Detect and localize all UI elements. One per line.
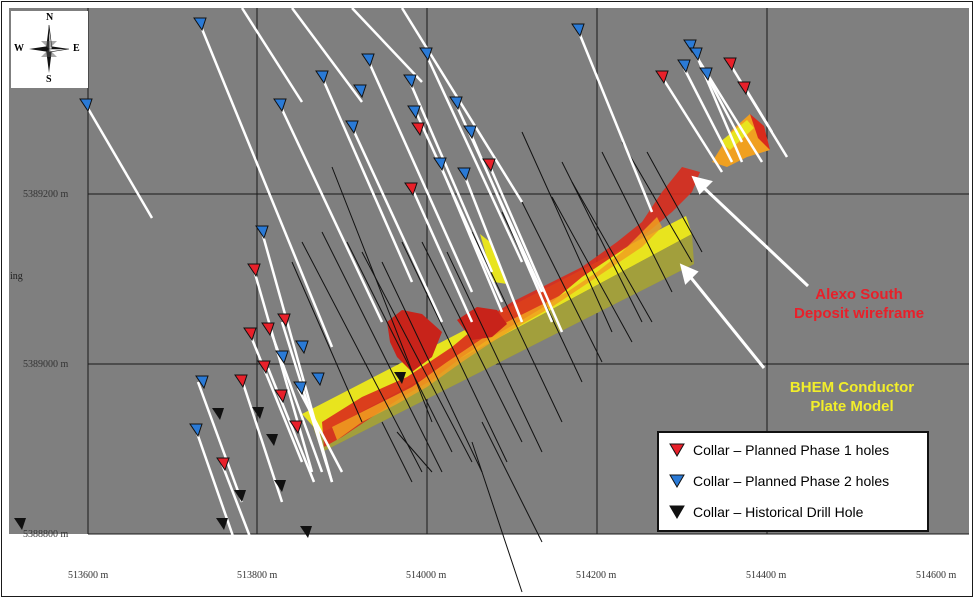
compass-west: W: [14, 43, 24, 54]
red-triangle-icon: [669, 443, 685, 457]
x-tick-label: 514000 m: [406, 570, 447, 581]
historical-collar-markers: [14, 372, 406, 538]
compass-icon: [29, 24, 70, 73]
y-tick-label: 5389200 m: [23, 189, 69, 200]
phase2-collar-markers: [79, 17, 713, 438]
x-tick-label: 514200 m: [576, 570, 617, 581]
planned-drill-traces: [84, 7, 789, 563]
edge-text-fragment: ing: [10, 271, 23, 282]
x-tick-label: 513800 m: [237, 570, 278, 581]
collar-markers: [14, 17, 751, 538]
legend-label: Collar – Planned Phase 2 holes: [693, 473, 890, 489]
legend-label: Collar – Historical Drill Hole: [693, 504, 864, 520]
compass-rose: N S E W: [11, 11, 88, 88]
legend-item-historical: Collar – Historical Drill Hole: [669, 501, 863, 523]
conductor-callout-line2: Plate Model: [810, 398, 894, 415]
conductor-callout: BHEM Conductor Plate Model: [782, 378, 922, 416]
black-triangle-icon: [669, 505, 685, 519]
map-legend: Collar – Planned Phase 1 holes Collar – …: [657, 431, 929, 532]
compass-east: E: [73, 43, 80, 54]
x-tick-label: 513600 m: [68, 570, 109, 581]
legend-label: Collar – Planned Phase 1 holes: [693, 442, 890, 458]
y-tick-label: 5388800 m: [23, 529, 69, 540]
legend-item-phase2: Collar – Planned Phase 2 holes: [669, 470, 889, 492]
historical-drill-traces: [291, 131, 703, 593]
legend-item-phase1: Collar – Planned Phase 1 holes: [669, 439, 889, 461]
x-tick-label: 514400 m: [746, 570, 787, 581]
phase1-collar-markers: [216, 57, 751, 472]
blue-triangle-icon: [669, 474, 685, 488]
compass-south: S: [46, 74, 52, 85]
deposit-wireframe[interactable]: [322, 114, 770, 447]
x-tick-label: 514600 m: [916, 570, 957, 581]
y-tick-label: 5389000 m: [23, 359, 69, 370]
conductor-callout-line1: BHEM Conductor: [789, 379, 915, 396]
deposit-callout: Alexo South Deposit wireframe: [794, 285, 924, 323]
callout-arrows: [679, 175, 810, 369]
compass-north: N: [46, 12, 54, 23]
deposit-callout-line2: Deposit wireframe: [794, 305, 925, 322]
deposit-callout-line1: Alexo South: [815, 286, 903, 303]
